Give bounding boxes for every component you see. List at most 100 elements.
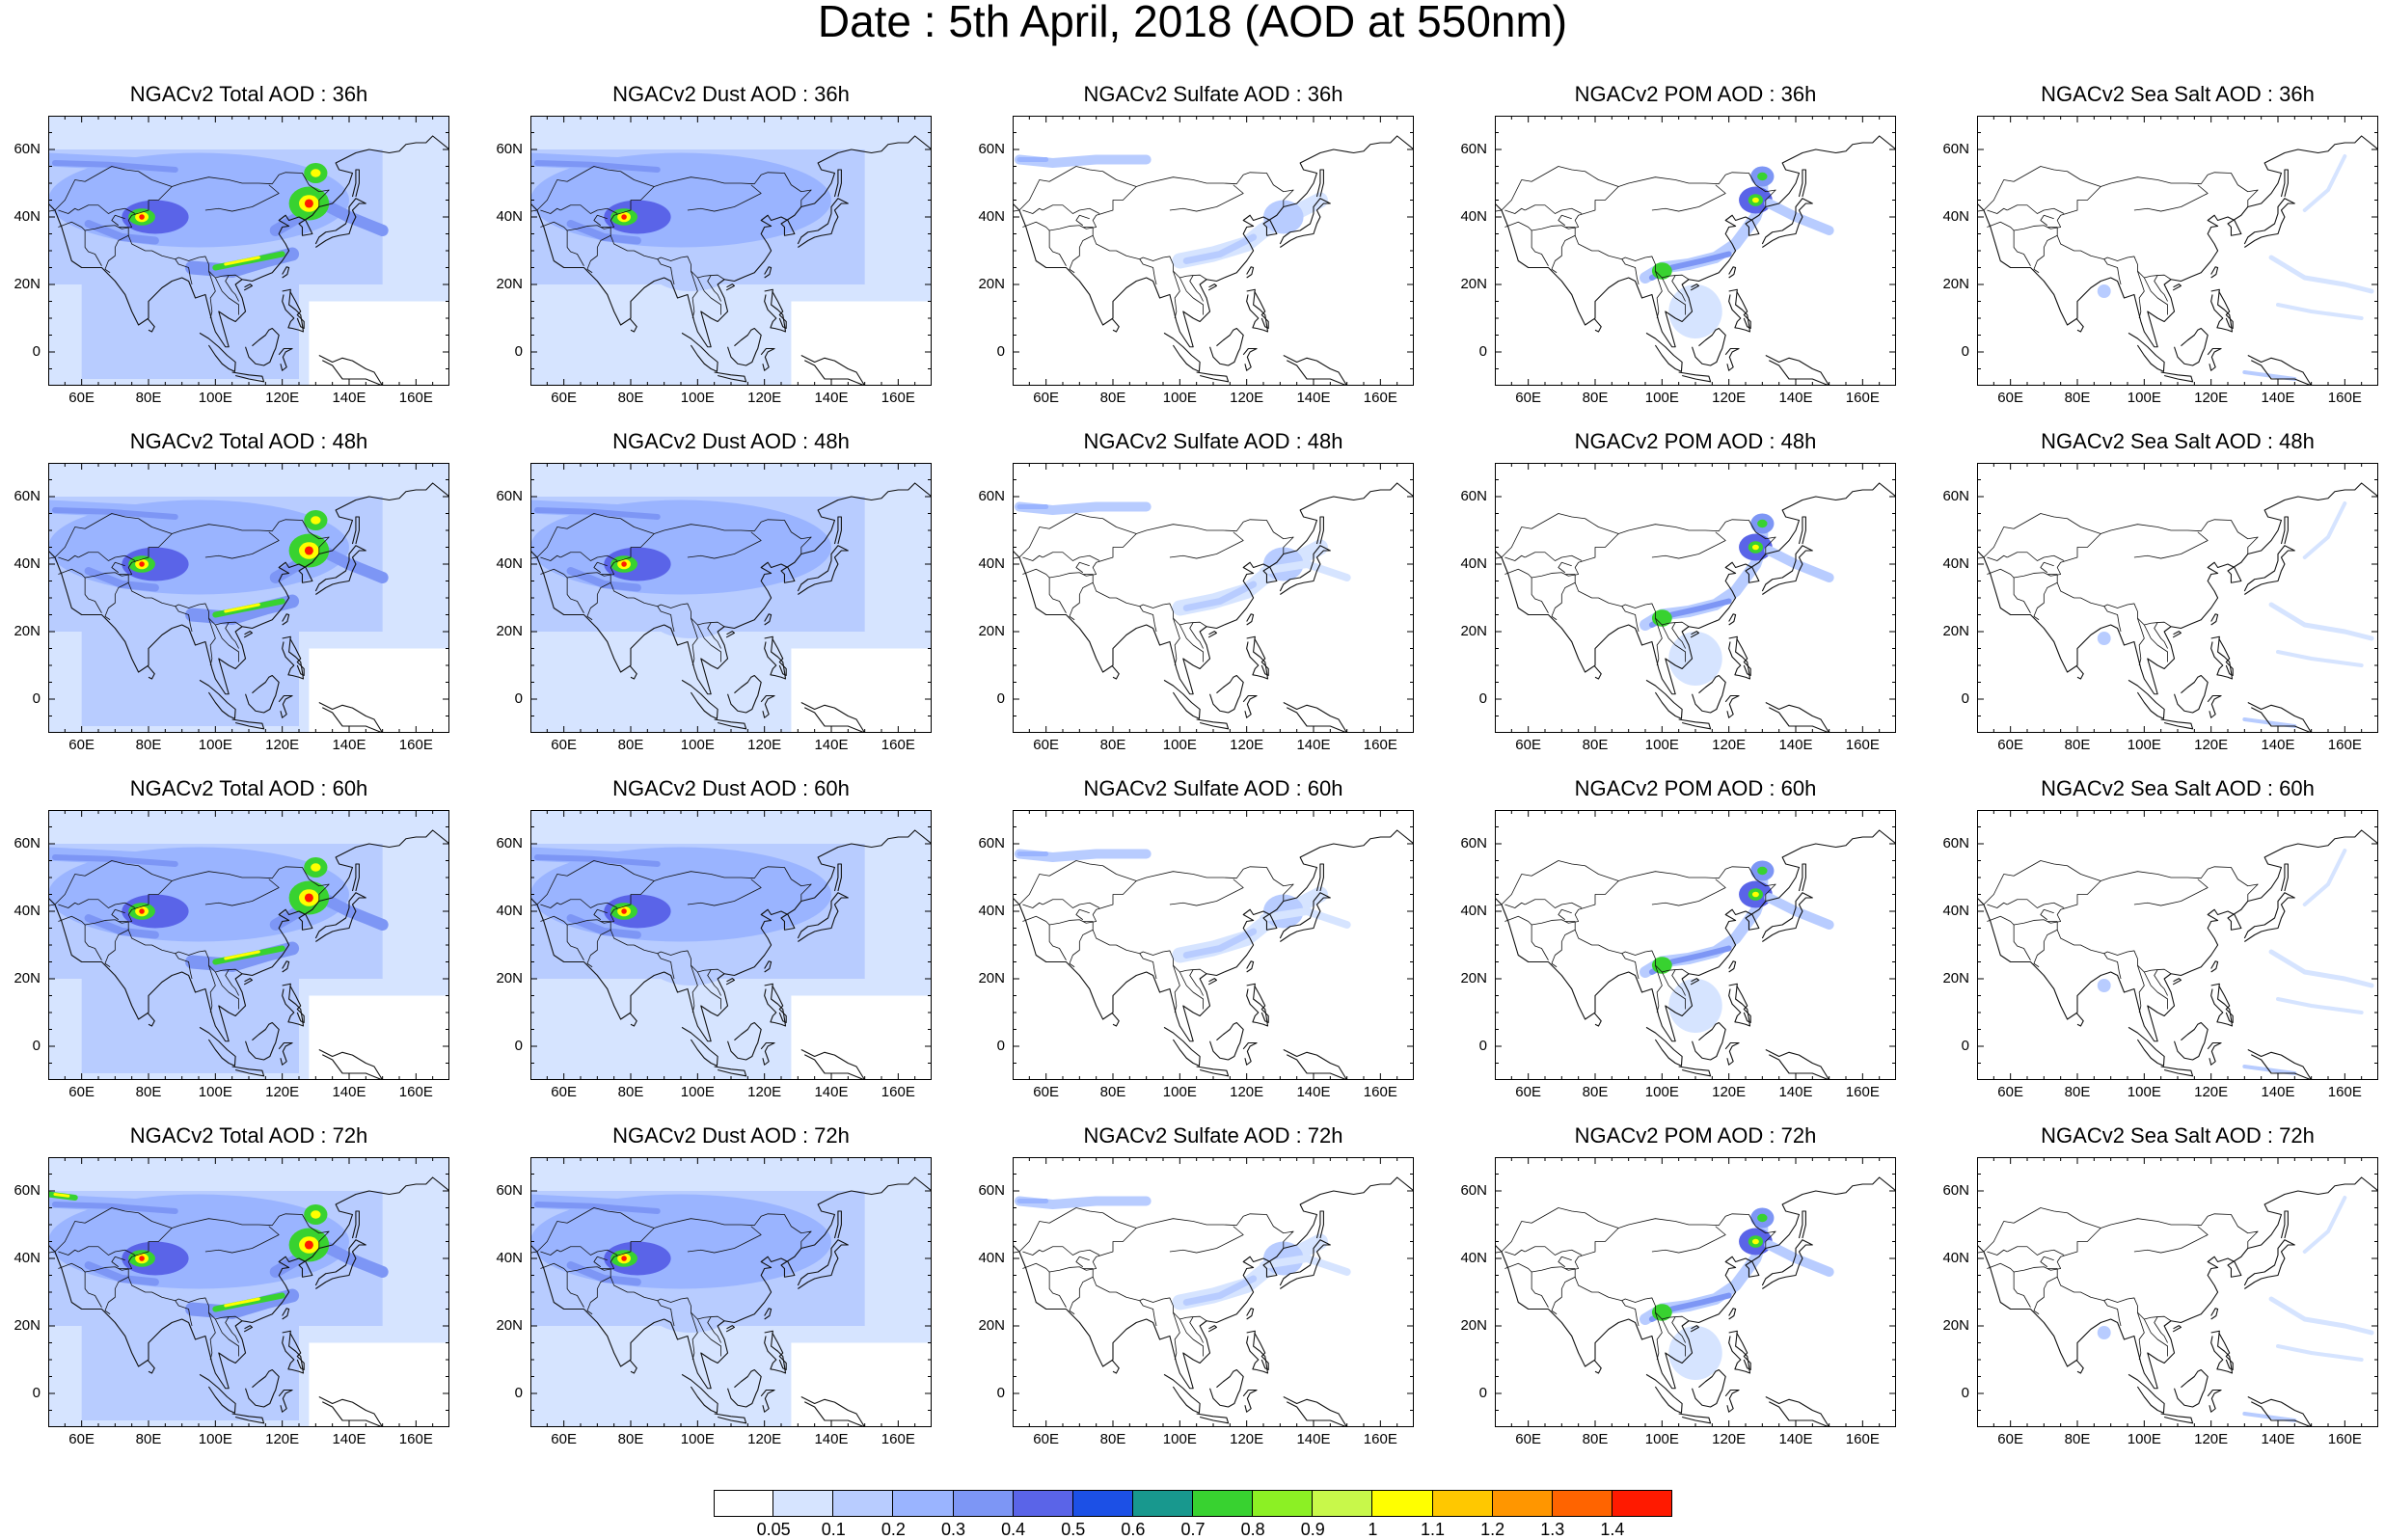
lon-tick-label: 160E: [1845, 1084, 1880, 1100]
coastline: [243, 978, 254, 986]
colorbar-label: 0.7: [1180, 1520, 1206, 1539]
country-border: [2143, 1318, 2169, 1357]
panel-title: NGACv2 Dust AOD : 36h: [612, 82, 850, 106]
coastline: [1207, 1325, 1218, 1333]
panel-title: NGACv2 POM AOD : 36h: [1574, 82, 1817, 106]
country-border: [2046, 880, 2101, 924]
lon-tick-label: 80E: [2064, 1084, 2091, 1100]
colorbar-swatch: [833, 1490, 894, 1517]
coastline: [314, 545, 366, 595]
country-border: [1504, 902, 1526, 908]
country-border: [2046, 186, 2101, 230]
coastline: [199, 1026, 236, 1067]
colorbar-label: 1.1: [1420, 1520, 1446, 1539]
aod-field-blob: [621, 561, 627, 567]
coastline: [1315, 516, 1324, 545]
country-border: [2133, 1226, 2209, 1254]
country-border: [225, 1316, 239, 1343]
panel-title: NGACv2 Total AOD : 72h: [129, 1123, 368, 1148]
country-border: [175, 1300, 193, 1327]
country-border: [1525, 204, 1583, 214]
aod-field-band: [533, 160, 661, 173]
coastline: [351, 516, 360, 545]
country-border: [691, 1311, 698, 1361]
coastline: [289, 290, 305, 330]
lon-tick-label: 160E: [1845, 737, 1880, 753]
country-border: [208, 617, 216, 666]
country-border: [593, 561, 608, 574]
country-border: [127, 1277, 243, 1322]
lon-tick-label: 100E: [680, 1084, 715, 1100]
lon-tick-label: 60E: [1997, 390, 2023, 406]
coastline: [1690, 1325, 1700, 1333]
country-border: [600, 186, 655, 230]
coastline: [1690, 631, 1700, 638]
aod-field-band: [566, 1261, 641, 1286]
country-border: [1013, 1207, 1294, 1254]
country-border: [1069, 227, 1094, 274]
coastline: [2075, 1013, 2084, 1027]
panel-title: NGACv2 Sulfate AOD : 36h: [1083, 82, 1343, 106]
country-border: [2103, 1300, 2122, 1327]
coastline: [2172, 978, 2182, 986]
lat-tick-label: 40N: [978, 555, 1005, 572]
country-border: [2143, 624, 2169, 662]
country-border: [1075, 1256, 1090, 1268]
lat-tick-label: 40N: [1942, 903, 1969, 919]
colorbar-swatch: [893, 1490, 954, 1517]
colorbar-swatch: [1612, 1490, 1672, 1517]
lon-tick-label: 120E: [265, 1431, 300, 1447]
coastline: [1242, 1041, 1258, 1066]
coastline: [278, 694, 293, 718]
map-panel-dust: NGACv2 Dust AOD : 60h 60N 40N 20N 0 60E 80E 100…: [482, 777, 932, 1100]
coastline: [2210, 1330, 2234, 1374]
country-border: [1551, 1268, 1576, 1315]
country-border: [2040, 908, 2054, 921]
country-border: [1504, 1262, 1576, 1273]
map-plot-area: [1013, 1157, 1414, 1427]
country-border: [1977, 166, 2259, 212]
country-border: [593, 1256, 608, 1268]
map-panel-pom: NGACv2 POM AOD : 36h 60N 40N 20N 0 60E 80E 100E…: [1447, 83, 1896, 406]
country-border: [540, 221, 611, 231]
map-svg: [1977, 810, 2378, 1080]
coastline: [1246, 1330, 1269, 1374]
colorbar-label: 0.05: [756, 1520, 791, 1539]
aod-field-blob: [122, 547, 189, 581]
country-border: [214, 1318, 240, 1357]
lat-tick-label: 40N: [496, 903, 523, 919]
lat-tick-label: 20N: [496, 623, 523, 639]
map-border: [1977, 463, 2378, 733]
aod-field-band: [1182, 233, 1258, 264]
aod-field-band: [51, 507, 178, 520]
coastline: [2075, 1360, 2084, 1374]
country-border: [204, 878, 280, 906]
coastline: [681, 1373, 718, 1414]
colorbar-label: 0.3: [940, 1520, 966, 1539]
country-border: [1987, 902, 2008, 908]
lon-tick-label: 60E: [68, 1431, 95, 1447]
country-border: [84, 1272, 102, 1308]
lon-tick-label: 100E: [2127, 737, 2161, 753]
coastline: [2243, 545, 2295, 595]
coastline: [245, 1021, 280, 1061]
coastline: [1593, 1013, 1602, 1027]
aod-field-band: [566, 567, 641, 592]
aod-field-blob: [530, 847, 831, 942]
coastline: [2243, 1239, 2295, 1289]
country-border: [2143, 971, 2169, 1010]
lon-tick-label: 100E: [680, 1431, 715, 1447]
map-plot-area: [1495, 1157, 1896, 1427]
lon-tick-label: 60E: [1997, 1431, 2023, 1447]
aod-field-band: [224, 603, 260, 613]
colorbar-swatch: [1372, 1490, 1433, 1517]
aod-field-blob: [1757, 866, 1768, 876]
aod-field-band: [84, 220, 159, 245]
map-plot-area: [48, 1157, 449, 1427]
lon-tick-label: 120E: [2194, 1084, 2229, 1100]
coastline: [727, 327, 762, 366]
lon-tick-label: 140E: [2261, 390, 2295, 406]
colorbar-swatch: [773, 1490, 834, 1517]
country-border: [1551, 921, 1576, 968]
country-border: [2046, 1228, 2101, 1271]
